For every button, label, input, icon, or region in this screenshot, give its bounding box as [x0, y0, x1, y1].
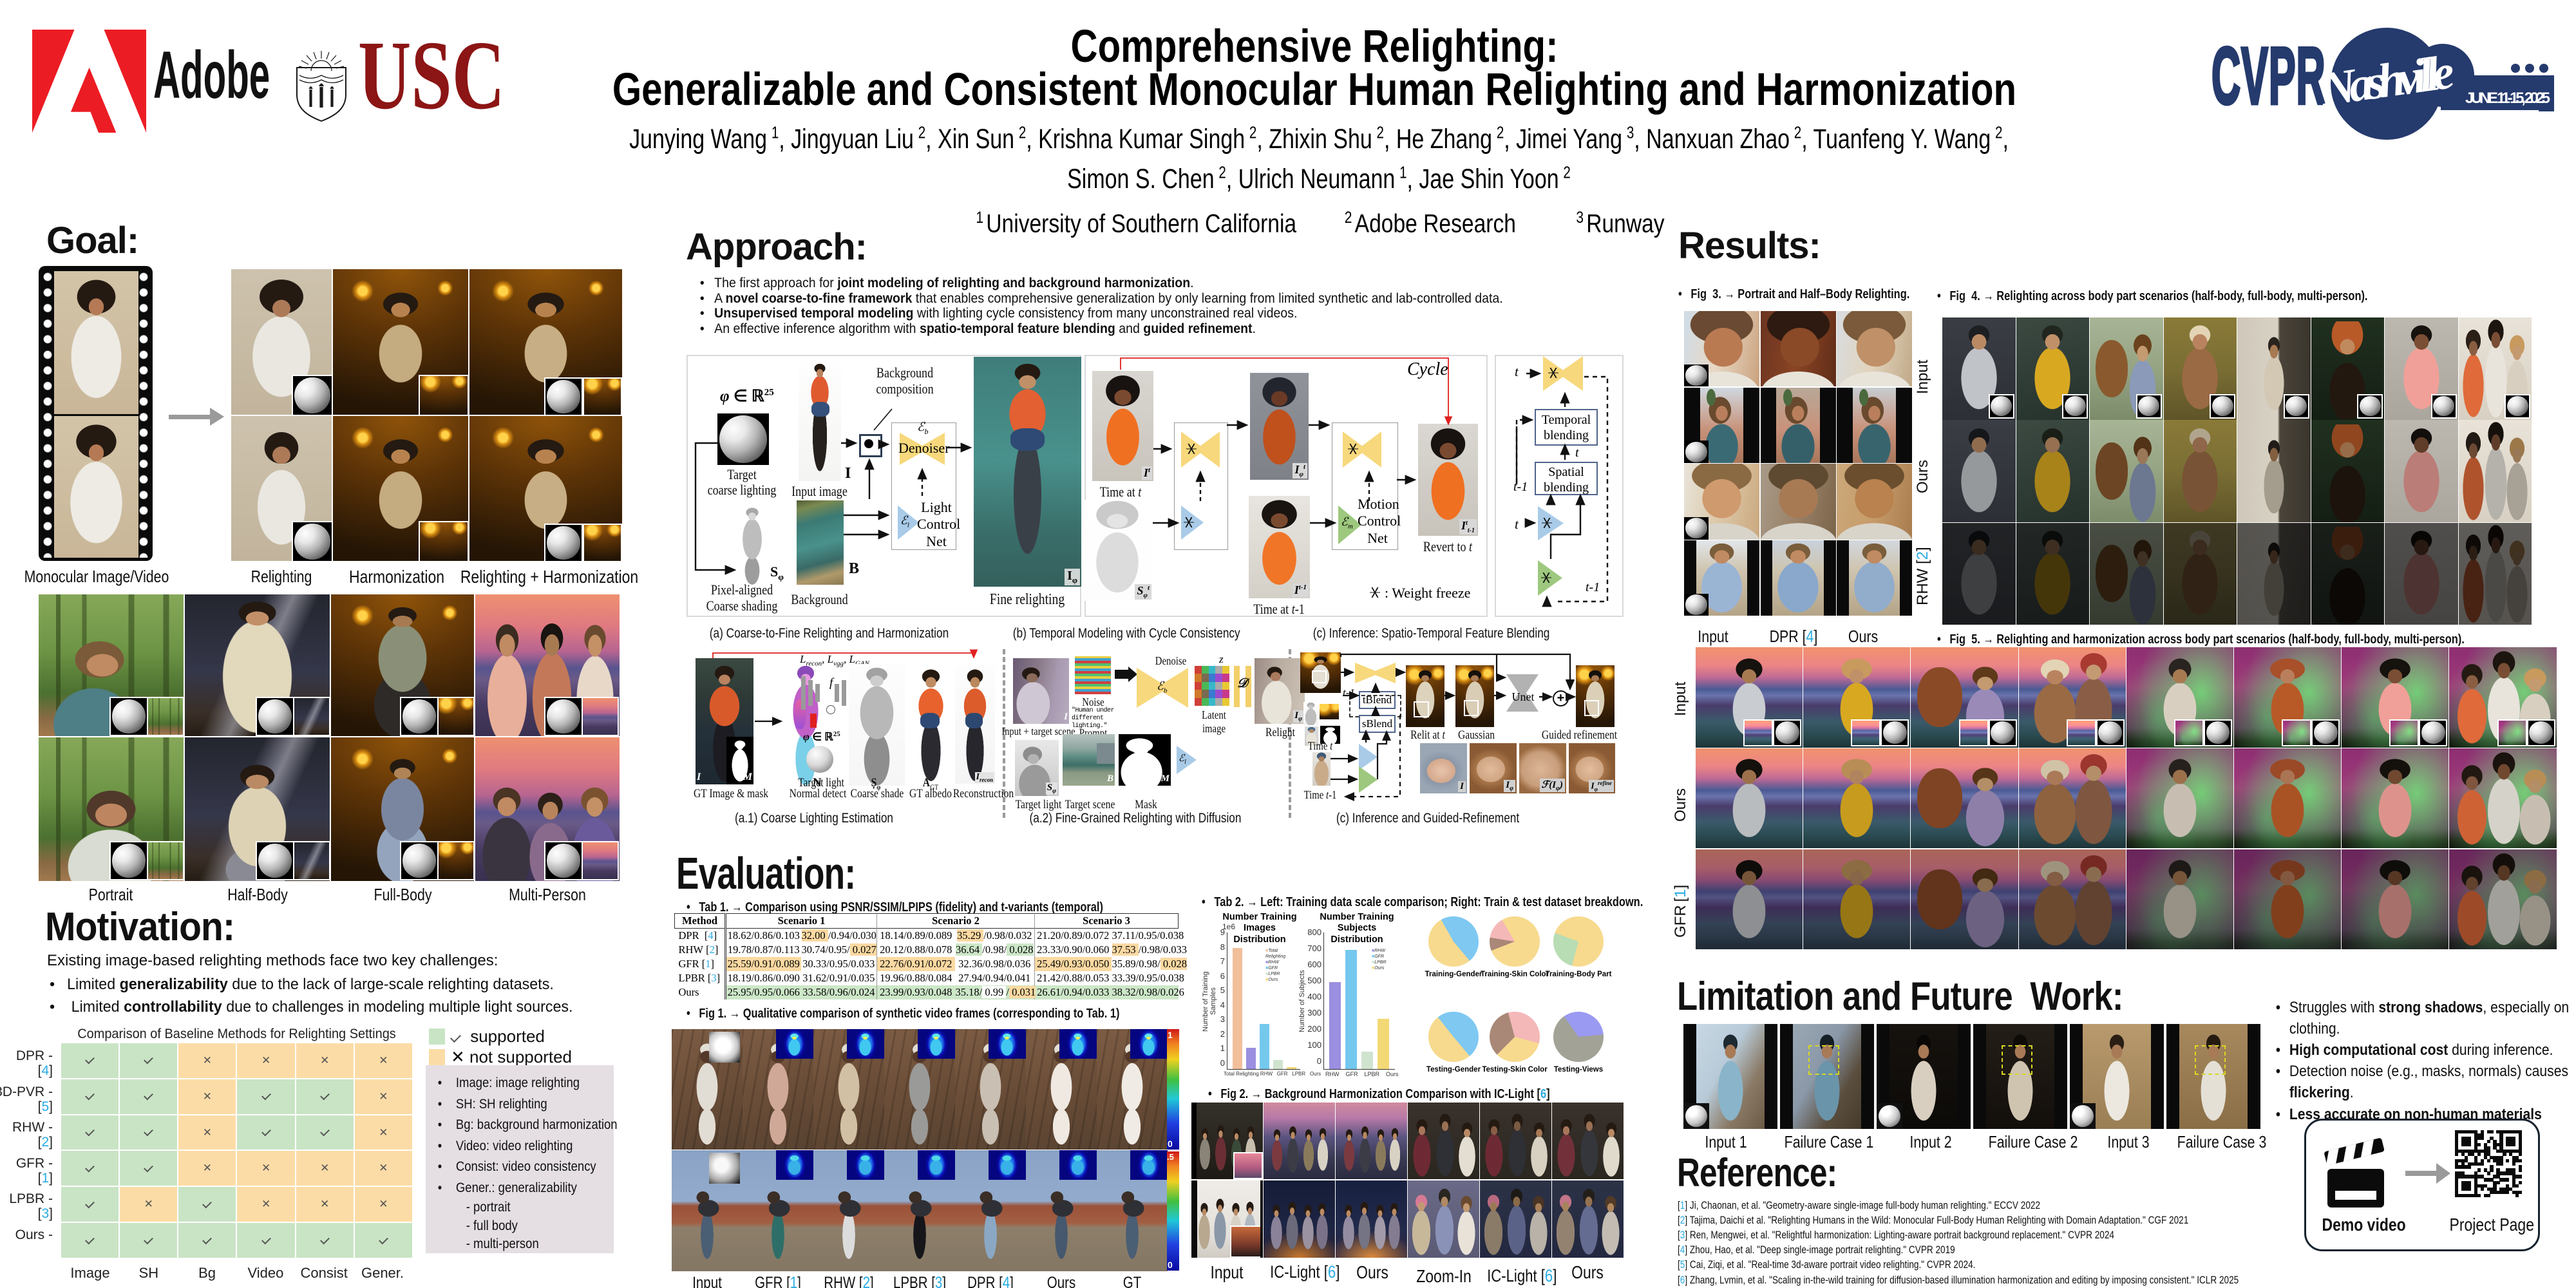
svg-text:JUNE 11-15, 2025: JUNE 11-15, 2025 — [2465, 90, 2550, 107]
